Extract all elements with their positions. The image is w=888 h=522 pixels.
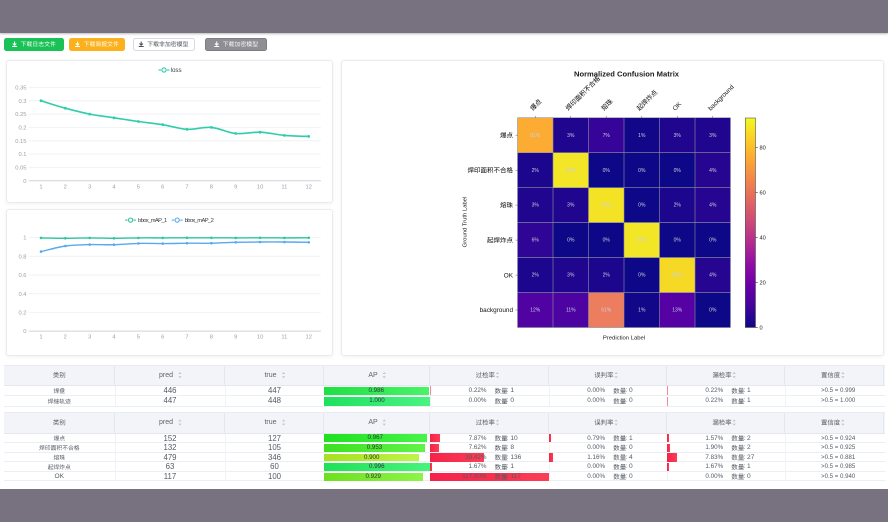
svg-text:8: 8: [210, 334, 213, 340]
svg-text:0.25: 0.25: [15, 112, 26, 118]
svg-text:7%: 7%: [602, 133, 610, 139]
svg-text:3%: 3%: [709, 133, 717, 139]
svg-text:0.3: 0.3: [18, 99, 26, 105]
svg-text:0.4: 0.4: [18, 291, 27, 297]
svg-text:6: 6: [161, 334, 164, 340]
svg-text:0%: 0%: [602, 238, 610, 244]
svg-text:12%: 12%: [530, 308, 541, 314]
svg-text:background: background: [707, 84, 736, 113]
svg-text:20: 20: [759, 280, 765, 286]
svg-text:1: 1: [39, 334, 42, 340]
svg-text:0.1: 0.1: [18, 152, 26, 158]
svg-text:3%: 3%: [531, 203, 539, 209]
svg-text:0: 0: [759, 326, 762, 332]
svg-text:1: 1: [23, 235, 26, 241]
svg-text:12: 12: [305, 334, 311, 340]
svg-text:7: 7: [185, 185, 188, 191]
svg-text:loss: loss: [171, 67, 182, 74]
svg-text:5: 5: [137, 185, 140, 191]
svg-text:4: 4: [112, 334, 116, 340]
svg-text:11: 11: [281, 185, 287, 191]
svg-text:0.15: 0.15: [15, 139, 26, 145]
svg-text:0.35: 0.35: [15, 86, 26, 92]
svg-text:bbox_mAP_1: bbox_mAP_1: [138, 218, 167, 224]
svg-text:81%: 81%: [530, 133, 541, 139]
svg-text:93%: 93%: [565, 168, 576, 174]
svg-text:10: 10: [257, 185, 263, 191]
svg-text:0%: 0%: [673, 168, 681, 174]
svg-text:OK: OK: [503, 272, 513, 279]
svg-text:6%: 6%: [531, 238, 539, 244]
svg-text:10: 10: [257, 334, 263, 340]
svg-text:0: 0: [23, 179, 26, 185]
svg-text:0.8: 0.8: [18, 254, 26, 260]
svg-text:2%: 2%: [531, 273, 539, 279]
svg-text:40: 40: [759, 235, 765, 241]
svg-text:93%: 93%: [636, 238, 647, 244]
svg-text:3%: 3%: [567, 133, 575, 139]
svg-text:0.05: 0.05: [15, 166, 26, 172]
svg-text:4%: 4%: [709, 203, 717, 209]
svg-text:0%: 0%: [602, 168, 610, 174]
svg-text:60: 60: [759, 190, 765, 196]
svg-text:11%: 11%: [565, 308, 575, 314]
svg-text:13%: 13%: [672, 308, 683, 314]
svg-text:0%: 0%: [638, 203, 646, 209]
svg-text:5: 5: [137, 334, 140, 340]
svg-text:background: background: [479, 307, 513, 314]
svg-text:0%: 0%: [709, 238, 717, 244]
svg-text:3: 3: [88, 334, 91, 340]
svg-text:0%: 0%: [673, 238, 681, 244]
svg-text:6: 6: [161, 185, 164, 191]
svg-text:2: 2: [64, 185, 67, 191]
svg-text:Prediction Label: Prediction Label: [602, 336, 644, 342]
svg-text:9: 9: [234, 185, 237, 191]
svg-text:11: 11: [281, 334, 287, 340]
svg-text:0: 0: [23, 329, 26, 335]
svg-text:Ground Truth Label: Ground Truth Label: [462, 197, 468, 248]
svg-text:0.6: 0.6: [18, 273, 26, 279]
svg-text:89%: 89%: [672, 273, 683, 279]
svg-text:2%: 2%: [531, 168, 539, 174]
svg-text:0%: 0%: [638, 168, 646, 174]
svg-text:1%: 1%: [638, 133, 646, 139]
svg-text:3%: 3%: [567, 273, 575, 279]
svg-text:0%: 0%: [638, 273, 646, 279]
svg-text:4%: 4%: [709, 273, 717, 279]
svg-text:0.2: 0.2: [18, 126, 26, 132]
svg-text:3%: 3%: [567, 203, 575, 209]
svg-text:3: 3: [88, 185, 91, 191]
svg-text:4%: 4%: [709, 168, 717, 174]
svg-text:1%: 1%: [638, 308, 646, 314]
svg-text:12: 12: [305, 185, 311, 191]
svg-text:0.2: 0.2: [18, 310, 26, 316]
svg-text:8: 8: [210, 185, 213, 191]
svg-text:61%: 61%: [601, 308, 612, 314]
svg-text:Normalized Confusion Matrix: Normalized Confusion Matrix: [573, 70, 679, 79]
svg-text:1: 1: [39, 185, 42, 191]
svg-text:80: 80: [759, 145, 765, 151]
svg-text:0%: 0%: [709, 308, 717, 314]
svg-text:9: 9: [234, 334, 237, 340]
svg-text:bbox_mAP_2: bbox_mAP_2: [185, 218, 214, 224]
svg-text:7: 7: [185, 334, 188, 340]
svg-text:2%: 2%: [673, 203, 681, 209]
svg-text:OK: OK: [671, 100, 683, 112]
svg-text:2: 2: [64, 334, 67, 340]
svg-text:4: 4: [112, 185, 116, 191]
svg-text:2%: 2%: [602, 273, 610, 279]
svg-text:0%: 0%: [567, 238, 575, 244]
svg-text:3%: 3%: [673, 133, 681, 139]
svg-text:90%: 90%: [601, 203, 612, 209]
